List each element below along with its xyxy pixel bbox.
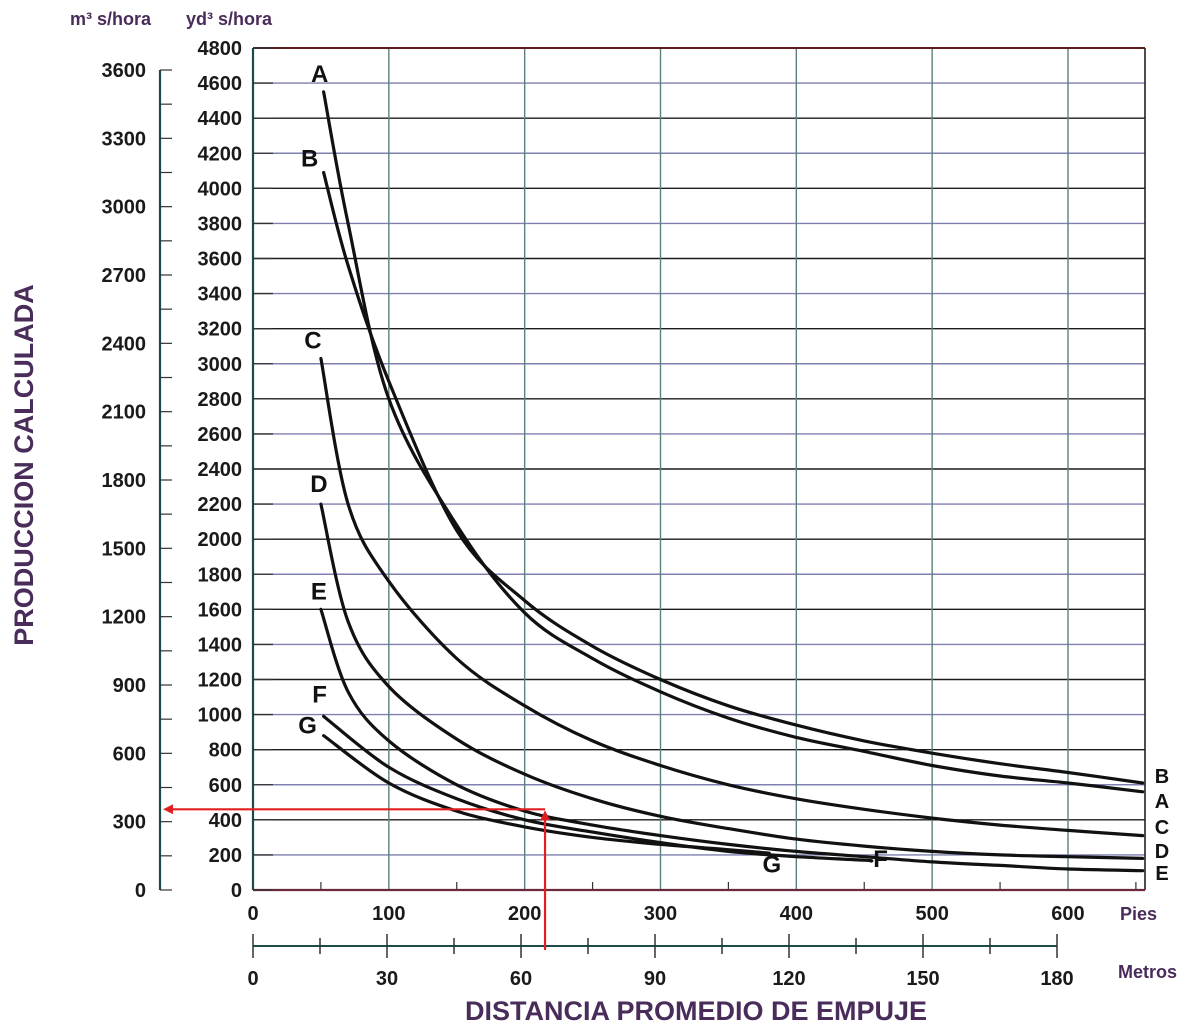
y-tick-label: 2400 — [198, 459, 243, 481]
series-label-e: E — [311, 578, 327, 605]
y-secondary-tick-label: 2700 — [102, 265, 147, 287]
x-tick-label: 600 — [1051, 903, 1084, 925]
y-secondary-unit: m³ s/hora — [70, 9, 152, 29]
y-tick-label: 4400 — [198, 108, 243, 130]
y-tick-label: 800 — [209, 740, 242, 762]
y-axis-title: PRODUCCION CALCULADA — [9, 284, 39, 645]
y-tick-label: 1000 — [198, 705, 243, 727]
series-label-b: B — [301, 146, 318, 173]
y-tick-label: 4000 — [198, 178, 243, 200]
x-secondary-tick-label: 0 — [247, 968, 258, 990]
y-secondary-tick-label: 300 — [113, 812, 146, 834]
series-line-f — [322, 714, 874, 863]
series-end-label-a: A — [1155, 791, 1169, 813]
series-line-d — [319, 502, 1145, 860]
y-primary-unit: yd³ s/hora — [186, 9, 273, 29]
x-secondary-tick-label: 120 — [772, 968, 805, 990]
y-tick-label: 0 — [231, 880, 242, 902]
y-tick-label: 200 — [209, 845, 242, 867]
y-tick-label: 4200 — [198, 143, 243, 165]
series-label-f: F — [312, 681, 327, 708]
y-tick-label: 600 — [209, 775, 242, 797]
y-tick-label: 3000 — [198, 354, 243, 376]
series-label-g: G — [298, 713, 317, 740]
x-secondary-tick-label: 90 — [644, 968, 666, 990]
y-tick-label: 2200 — [198, 494, 243, 516]
y-secondary-tick-label: 3600 — [102, 60, 147, 82]
y-secondary-tick-label: 1800 — [102, 470, 147, 492]
x-tick-label: 300 — [644, 903, 677, 925]
series-end-label-e: E — [1155, 863, 1168, 885]
series-end-label-b: B — [1155, 766, 1169, 788]
y-tick-label: 3400 — [198, 284, 243, 306]
y-tick-label: 3200 — [198, 319, 243, 341]
x-tick-label: 0 — [247, 903, 258, 925]
y-tick-label: 3800 — [198, 213, 243, 235]
y-secondary-tick-label: 600 — [113, 743, 146, 765]
x-axis-title: DISTANCIA PROMEDIO DE EMPUJE — [465, 996, 927, 1025]
y-tick-label: 3600 — [198, 249, 243, 271]
y-secondary-tick-label: 0 — [135, 880, 146, 902]
x-primary-unit: Pies — [1120, 904, 1157, 924]
x-secondary-unit: Metros — [1118, 962, 1177, 982]
y-tick-label: 1400 — [198, 634, 243, 656]
x-secondary-tick-label: 180 — [1040, 968, 1073, 990]
y-tick-label: 1200 — [198, 670, 243, 692]
y-tick-label: 1800 — [198, 564, 243, 586]
series-label-d: D — [310, 471, 327, 498]
series-line-c — [319, 356, 1145, 838]
series-line-b — [322, 170, 1145, 785]
y-secondary-tick-label: 3300 — [102, 128, 147, 150]
y-secondary-tick-label: 2400 — [102, 333, 147, 355]
annotation — [163, 804, 551, 950]
series-line-a — [322, 90, 1145, 794]
y-secondary-tick-label: 900 — [113, 675, 146, 697]
series-label-c: C — [304, 327, 321, 354]
y-secondary-tick-label: 3000 — [102, 197, 147, 219]
x-tick-label: 100 — [372, 903, 405, 925]
series-end-label-c: C — [1155, 817, 1169, 839]
y-secondary-tick-label: 2100 — [102, 402, 147, 424]
y-tick-label: 400 — [209, 810, 242, 832]
series-mid-label-g: G — [763, 851, 782, 878]
series-line-e — [319, 607, 1145, 873]
x-tick-label: 500 — [915, 903, 948, 925]
axes — [158, 47, 1146, 958]
series-label-a: A — [311, 61, 328, 88]
y-secondary-tick-label: 1500 — [102, 538, 147, 560]
x-secondary-tick-label: 60 — [510, 968, 532, 990]
x-secondary-tick-label: 150 — [906, 968, 939, 990]
x-secondary-tick-label: 30 — [376, 968, 398, 990]
y-tick-label: 2000 — [198, 529, 243, 551]
y-secondary-tick-label: 1200 — [102, 607, 147, 629]
x-tick-label: 400 — [780, 903, 813, 925]
series-line-g — [322, 734, 771, 855]
y-tick-label: 2800 — [198, 389, 243, 411]
y-tick-label: 2600 — [198, 424, 243, 446]
x-tick-label: 200 — [508, 903, 541, 925]
y-tick-label: 4600 — [198, 73, 243, 95]
y-tick-label: 4800 — [198, 38, 243, 60]
grid — [253, 48, 1145, 890]
series-end-label-d: D — [1155, 841, 1169, 863]
labels: m³ s/hora yd³ s/hora Pies Metros DISTANC… — [9, 9, 1177, 1025]
y-tick-label: 1600 — [198, 599, 243, 621]
series-lines — [319, 90, 1145, 873]
series-mid-label-f: F — [873, 846, 888, 873]
